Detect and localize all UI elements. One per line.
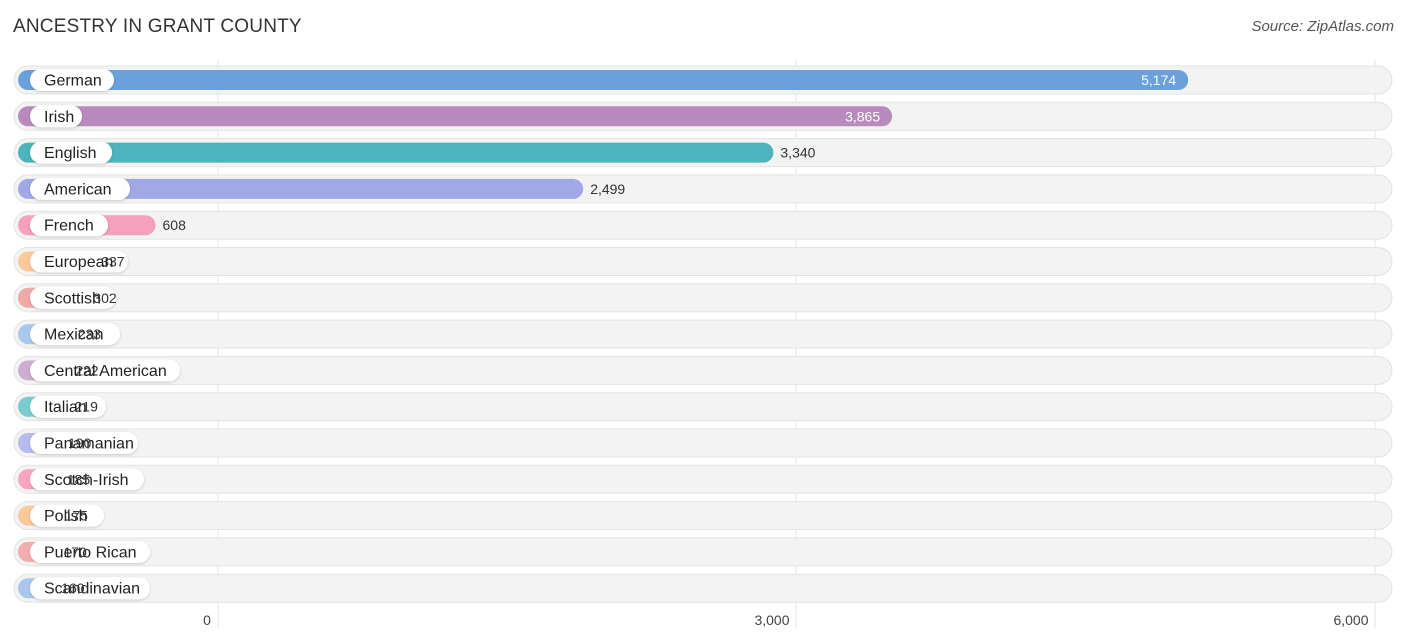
x-tick-label: 0 <box>203 612 211 628</box>
bar-track <box>13 355 1393 385</box>
category-pill <box>30 69 114 91</box>
category-label: Panamanian <box>44 436 134 453</box>
chart-title: ANCESTRY IN GRANT COUNTY <box>13 16 302 37</box>
category-label: European <box>44 254 113 271</box>
category-pill <box>30 177 130 200</box>
category-label: Mexican <box>44 327 104 344</box>
value-label: 302 <box>93 290 117 306</box>
value-label: 160 <box>61 580 85 596</box>
value-label: 222 <box>75 362 99 378</box>
category-pill <box>30 395 106 418</box>
category-label: Central American <box>44 363 167 380</box>
category-label: French <box>44 218 94 235</box>
category-label: Scotch-Irish <box>44 472 128 489</box>
bar-track <box>13 210 1393 240</box>
category-label: Italian <box>44 399 87 416</box>
category-pill <box>30 432 138 454</box>
category-pill <box>30 141 112 164</box>
bar <box>18 70 1189 90</box>
category-pill <box>30 250 128 273</box>
category-pill <box>30 504 104 527</box>
bar-track <box>13 392 1393 422</box>
category-pill <box>30 468 144 491</box>
bar-track <box>13 537 1393 567</box>
category-pill <box>30 323 120 346</box>
category-label: Scandinavian <box>44 581 140 598</box>
x-tick-label: 6,000 <box>1333 612 1368 628</box>
bar-track <box>13 573 1393 603</box>
x-axis-ticks: 0 3,000 6,000 <box>203 612 1369 628</box>
category-label: Puerto Rican <box>44 544 137 561</box>
bar-row: Irish 3,865 <box>13 101 1393 131</box>
value-label: 3,865 <box>845 108 880 124</box>
source-note: Source: ZipAtlas.com <box>1251 18 1394 35</box>
x-tick-label: 3,000 <box>754 612 789 628</box>
bar-row: German 5,174 <box>13 65 1393 95</box>
category-label: Irish <box>44 109 74 126</box>
category-label: Scottish <box>44 290 101 307</box>
category-label: English <box>44 145 96 162</box>
bar-track <box>13 501 1393 531</box>
category-label: Polish <box>44 508 88 525</box>
value-label: 175 <box>65 508 89 524</box>
value-label: 5,174 <box>1141 72 1176 88</box>
category-pill <box>30 286 116 309</box>
bar-track <box>13 283 1393 313</box>
category-label: American <box>44 181 112 198</box>
value-label: 233 <box>78 326 102 342</box>
bar <box>18 142 774 163</box>
category-pill <box>30 105 82 128</box>
category-pill <box>30 540 150 563</box>
value-label: 170 <box>63 544 87 560</box>
value-label: 2,499 <box>590 181 625 197</box>
bar <box>18 106 893 127</box>
bar-row: American 2,499 <box>13 174 1393 204</box>
category-pill <box>30 214 108 237</box>
category-pill <box>30 359 180 382</box>
value-label: 337 <box>101 254 125 270</box>
bar-track <box>13 247 1393 276</box>
value-label: 190 <box>68 435 92 451</box>
bar-rows: German 5,174 Irish 3,865 English 3,340 America… <box>13 65 1393 603</box>
value-label: 3,340 <box>780 145 815 161</box>
value-label: 608 <box>163 217 187 233</box>
bar-track <box>13 428 1393 458</box>
bar <box>18 178 584 199</box>
bar-track <box>13 319 1393 349</box>
value-label: 219 <box>75 399 99 415</box>
bar-row: French 608 <box>13 210 1393 240</box>
bar-row: English 3,340 <box>13 138 1393 168</box>
value-label: 185 <box>67 471 91 487</box>
category-label: German <box>44 73 102 90</box>
bar-track <box>13 464 1393 494</box>
category-pill <box>30 577 150 600</box>
